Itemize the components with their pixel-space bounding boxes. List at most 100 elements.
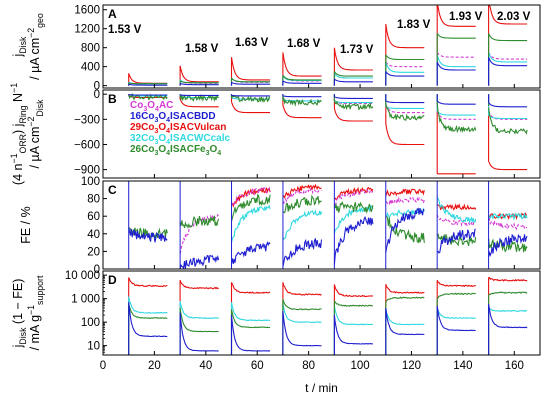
series-trace [128,56,528,86]
y-tick-label: 10 000 [65,270,100,282]
text-run: 4 [155,106,159,113]
text-run: Disk [18,36,28,54]
text-run: O [158,144,166,155]
text-run: 3 [154,139,158,146]
y-axis-label: jDisk [11,36,28,57]
text-run: ISACFe [170,144,206,155]
text-run: 32Co [130,133,154,144]
panel-frame [102,270,541,356]
series-trace [128,291,528,355]
y-tick-label: −300 [74,114,100,126]
text-run: / µA cm [28,127,42,169]
text-run: AC [159,100,173,111]
y-tick-label: 60 [87,211,100,223]
panel-letter: A [108,7,117,21]
legend-entry: 16Co3O4ISACBDD [130,111,216,124]
y-tick-label: 20 [87,246,100,258]
text-run: O [158,111,166,122]
series-trace [128,33,528,86]
x-tick-label: 60 [251,360,264,372]
y-tick-label: 800 [81,43,100,55]
text-run: j [11,54,25,58]
y-tick-label: 80 [87,194,100,206]
text-run: Ring [18,105,28,123]
panel-data [128,277,528,355]
voltage-label: 1.83 V [397,19,431,31]
text-run: O [210,144,218,155]
text-run: −1 [26,305,36,315]
y-tick-label: 40 [87,229,100,241]
text-run: Disk [18,327,28,345]
text-run: ISACBDD [170,111,216,122]
panel-frame [102,180,541,270]
voltage-label: 1.93 V [449,11,483,23]
text-run: ) j [11,124,25,134]
text-run: (1 − FE) [11,279,25,328]
y-axis-label: jDisk (1 − FE) [11,279,28,349]
text-run: −1 [9,153,19,163]
text-run: FE / % [19,206,33,244]
y-axis-label: / µA cm−2Disk [26,99,45,169]
text-run: −2 [26,116,36,126]
text-run: 3 [206,150,210,157]
y-tick-label: 1200 [74,24,100,36]
panel-letter: B [108,92,117,106]
legend-entry: Co3O4AC [130,100,173,113]
x-tick-label: 40 [199,360,212,372]
panel-letter: C [108,183,117,197]
panel-frame [102,89,541,179]
text-run: 4 [166,150,170,157]
text-run: 3 [154,150,158,157]
x-tick-label: 20 [148,360,161,372]
x-tick-label: 100 [350,360,369,372]
series-trace [179,186,528,254]
text-run: O [147,100,155,111]
series-trace [230,196,528,243]
y-tick-label: 100 [81,317,100,329]
text-run: 4 [166,117,170,124]
text-run: j [11,345,25,349]
text-run: 4 [217,150,221,157]
panel-data [128,92,528,175]
text-run: ISACVulcan [170,122,226,133]
series-trace [128,207,528,269]
y-axis-label: / mA g−1support [26,275,45,350]
text-run: −1 [9,83,19,93]
text-run: O [158,122,166,133]
panel-frame [102,4,541,89]
text-run: 4 [166,139,170,146]
x-tick-label: 160 [505,360,524,372]
series-trace [128,94,528,108]
x-tick-label: 0 [100,360,106,372]
series-trace [128,193,528,253]
y-tick-label: −900 [74,165,100,177]
voltage-label: 1.63 V [235,37,269,49]
text-run: Disk [35,99,45,117]
text-run: 3 [143,106,147,113]
x-tick-label: 120 [402,360,421,372]
series-trace [231,183,528,221]
text-run: ORR [18,134,28,154]
panel-c: 0 20 40 60 80 100 C FE / % [19,176,541,276]
panel-data [128,5,528,86]
series-trace [128,302,528,355]
y-tick-label: −600 [74,139,100,151]
text-run: 3 [154,117,158,124]
y-tick-label: 1600 [74,5,100,17]
panel-letter: D [108,273,117,287]
panel-d: 10 100 1 000 10 000 0 20 40 60 80 100 120 140 160 DjD… [11,270,541,372]
y-tick-label: 100 [81,176,100,188]
y-tick-label: 1 000 [71,294,100,306]
text-run: O [158,133,166,144]
text-run: 3 [154,128,158,135]
text-run: geo [35,13,45,28]
legend-entry: 26Co3O4ISACFe3O4 [130,144,221,157]
voltage-label: 1.53 V [108,24,142,36]
y-tick-label: 0 [94,89,100,101]
y-axis-label: / µA cm−2geo [26,13,45,80]
text-run: / µA cm [28,38,42,80]
